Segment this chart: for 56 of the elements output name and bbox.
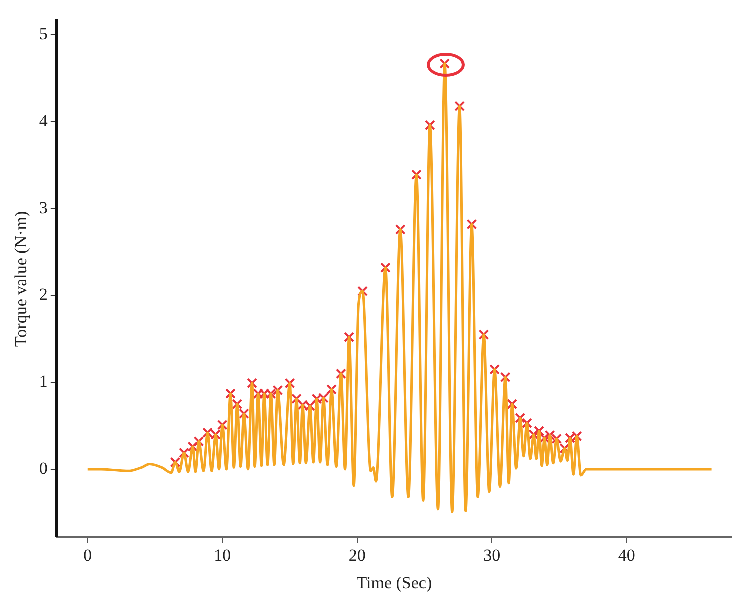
x-tick-label: 30 bbox=[484, 546, 501, 565]
point bbox=[478, 330, 490, 340]
point bbox=[194, 436, 204, 447]
point bbox=[247, 378, 258, 389]
y-tick-label: 4 bbox=[39, 111, 48, 130]
point bbox=[188, 442, 198, 452]
point bbox=[552, 434, 562, 444]
point bbox=[424, 120, 436, 131]
point bbox=[522, 418, 532, 429]
point bbox=[515, 412, 526, 424]
point bbox=[202, 428, 214, 438]
point bbox=[572, 431, 582, 442]
point bbox=[312, 394, 322, 404]
y-tick-label: 0 bbox=[39, 458, 48, 478]
point bbox=[253, 388, 264, 400]
point bbox=[170, 457, 181, 468]
point bbox=[232, 399, 243, 410]
point bbox=[454, 101, 466, 112]
y-axis-title: Torque value (N·m) bbox=[12, 211, 31, 348]
x-axis-title: Time (Sec) bbox=[356, 573, 432, 592]
x-tick-label: 0 bbox=[84, 546, 92, 565]
y-tick-label: 3 bbox=[39, 198, 48, 218]
point bbox=[534, 426, 545, 436]
point bbox=[544, 430, 556, 441]
point bbox=[507, 399, 518, 410]
point bbox=[292, 394, 302, 404]
y-tick-label: 1 bbox=[39, 372, 48, 392]
point bbox=[210, 429, 222, 440]
point bbox=[490, 364, 500, 375]
point bbox=[565, 432, 576, 444]
point bbox=[259, 388, 270, 400]
x-tick-label: 40 bbox=[618, 546, 636, 565]
point bbox=[318, 392, 329, 404]
point bbox=[284, 378, 296, 389]
point bbox=[217, 420, 228, 430]
point bbox=[358, 286, 368, 297]
x-tick-label: 10 bbox=[214, 546, 232, 565]
point bbox=[395, 224, 406, 235]
point bbox=[466, 219, 478, 230]
y-tick-label: 2 bbox=[39, 285, 48, 304]
point bbox=[336, 368, 346, 380]
point bbox=[326, 384, 338, 395]
point bbox=[178, 448, 190, 458]
point bbox=[344, 332, 355, 343]
y-tick-label: 5 bbox=[39, 24, 48, 44]
point bbox=[266, 388, 276, 400]
point bbox=[500, 372, 511, 383]
point bbox=[411, 170, 422, 180]
point bbox=[225, 388, 236, 400]
point bbox=[238, 408, 250, 420]
point bbox=[298, 400, 308, 410]
point bbox=[528, 429, 540, 440]
point bbox=[272, 385, 284, 396]
point bbox=[304, 400, 316, 412]
point bbox=[380, 262, 391, 274]
x-tick-label: 20 bbox=[348, 546, 366, 565]
